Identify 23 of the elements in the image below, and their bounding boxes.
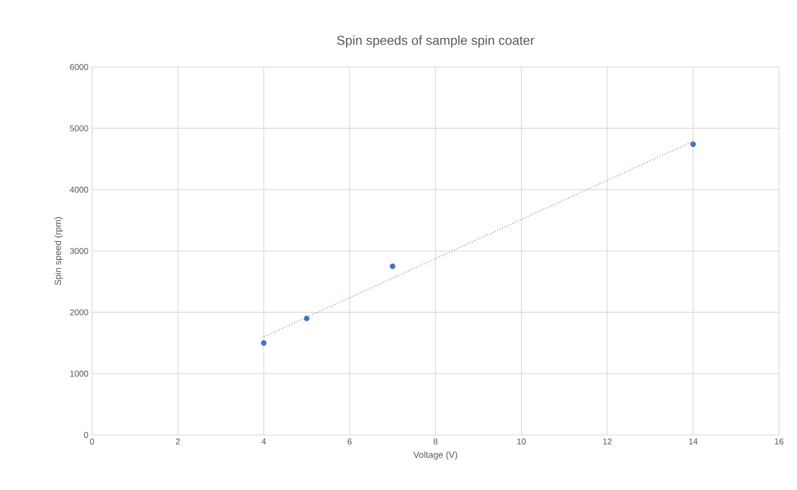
point <box>304 316 310 322</box>
x-tick-label: 16 <box>774 438 784 444</box>
x-tick-label: 6 <box>348 438 352 444</box>
y-axis-title: Spin speed (rpm) <box>54 217 63 285</box>
x-tick-label: 12 <box>603 438 612 444</box>
y-tick-label: 2000 <box>70 309 88 316</box>
y-tick-label: 5000 <box>70 125 88 132</box>
y-tick-label: 3000 <box>70 248 88 254</box>
point <box>260 340 267 346</box>
y-tick-label: 0 <box>84 432 88 438</box>
y-tick-label: 4000 <box>70 186 88 193</box>
x-tick-label: 10 <box>517 438 526 444</box>
x-tick-label: 14 <box>689 438 698 444</box>
x-axis-title: Voltage (V) <box>413 451 458 460</box>
point <box>690 141 696 148</box>
x-tick-label: 0 <box>90 438 94 444</box>
x-tick-label: 2 <box>176 438 180 444</box>
point <box>390 264 396 270</box>
x-tick-label: 4 <box>262 438 266 444</box>
x-tick-label: 8 <box>434 438 438 444</box>
chart-title: Spin speeds of sample spin coater <box>337 35 534 48</box>
y-tick-label: 6000 <box>70 64 88 70</box>
y-tick-label: 1000 <box>70 370 88 377</box>
